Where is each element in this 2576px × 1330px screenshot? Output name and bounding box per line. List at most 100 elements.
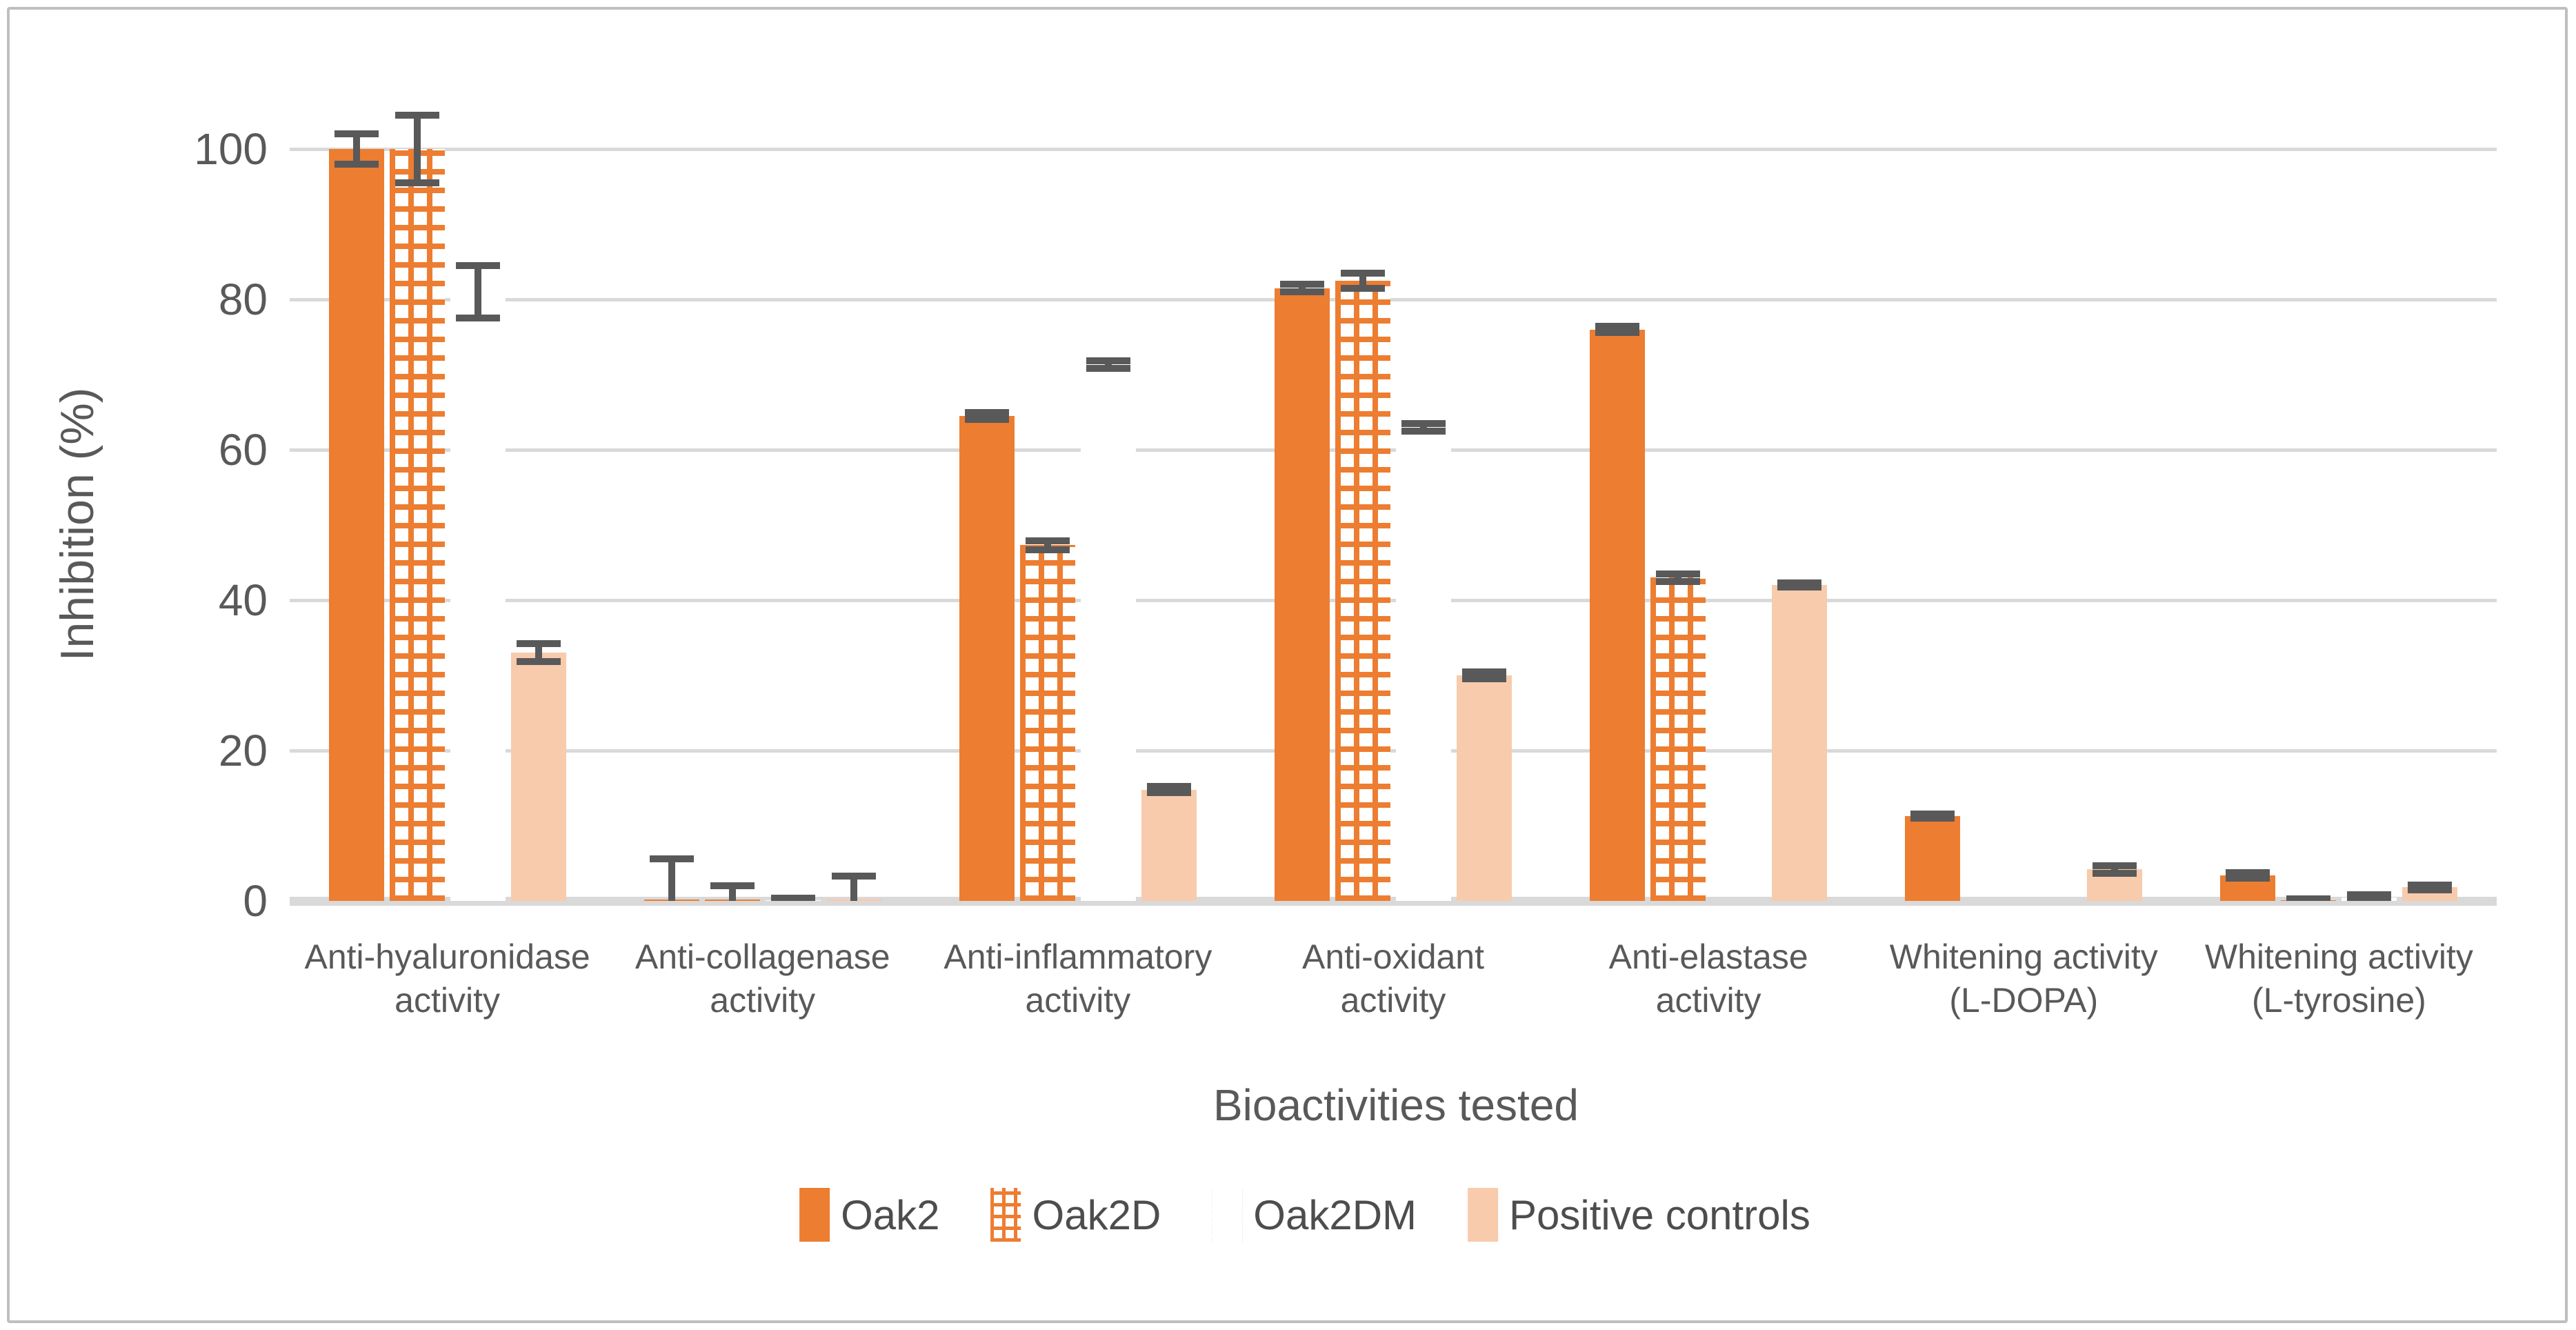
gridline-80 <box>290 298 2497 301</box>
error-cap-oak2d-anti-collagenase <box>710 882 755 890</box>
error-cap-oak2-anti-hyaluronidase <box>334 130 379 138</box>
error-bar-oak2d-anti-elastase <box>1675 573 1682 582</box>
bar-positive-anti-hyaluronidase <box>510 653 566 901</box>
legend-item-oak2dm: Oak2DM <box>1212 1188 1417 1242</box>
bar-oak2-anti-hyaluronidase <box>328 149 384 901</box>
error-cap-oak2dm-whitening-l-tyrosine <box>2347 891 2392 899</box>
error-bar-oak2dm-anti-oxidant <box>1420 423 1427 431</box>
error-bar-oak2d-anti-collagenase <box>728 886 736 901</box>
x-category-label-anti-hyaluronidase: Anti-hyaluronidase activity <box>304 937 590 1020</box>
error-cap-oak2d-anti-inflammatory <box>1025 546 1070 553</box>
legend-label-oak2: Oak2 <box>841 1191 940 1238</box>
legend: Oak2 Oak2D Oak2DM Positive controls <box>799 1188 1810 1242</box>
error-cap-oak2dm-anti-collagenase <box>770 899 815 901</box>
error-bar-oak2-anti-hyaluronidase <box>352 134 360 164</box>
error-cap-positive-anti-oxidant <box>1462 675 1506 683</box>
error-cap-oak2d-whitening-l-tyrosine <box>2286 897 2331 901</box>
error-bar-oak2d-anti-oxidant <box>1359 272 1366 288</box>
error-cap-oak2-anti-inflammatory <box>964 416 1009 424</box>
x-category-label-anti-inflammatory: Anti-inflammatory activity <box>943 937 1212 1020</box>
error-cap-positive-whitening-l-dopa <box>2093 862 2137 869</box>
legend-label-oak2dm: Oak2DM <box>1253 1191 1417 1238</box>
error-cap-oak2-anti-elastase <box>1595 328 1640 336</box>
legend-item-oak2: Oak2 <box>799 1188 940 1242</box>
bar-oak2dm-anti-inflammatory <box>1080 364 1136 901</box>
error-cap-positive-anti-elastase <box>1777 579 1822 586</box>
error-bar-positive-anti-collagenase <box>850 876 857 901</box>
error-cap-oak2dm-anti-inflammatory <box>1086 357 1130 365</box>
bar-oak2dm-anti-hyaluronidase <box>450 292 506 901</box>
error-cap-positive-anti-inflammatory <box>1146 789 1191 797</box>
error-bar-oak2-anti-oxidant <box>1299 284 1306 292</box>
error-cap-oak2-whitening-l-dopa <box>1910 810 1955 817</box>
error-bar-positive-anti-hyaluronidase <box>535 644 542 662</box>
gridline-60 <box>290 448 2497 452</box>
bar-oak2d-anti-hyaluronidase <box>389 149 445 901</box>
legend-swatch-oak2 <box>799 1188 830 1242</box>
figure-border <box>7 7 2568 1323</box>
gridline-100 <box>290 148 2497 151</box>
legend-swatch-oak2d <box>990 1188 1021 1242</box>
error-cap-oak2dm-anti-hyaluronidase <box>455 261 500 269</box>
error-bar-oak2-anti-collagenase <box>668 858 675 901</box>
error-cap-positive-anti-hyaluronidase <box>516 658 561 666</box>
y-tick-label-40: 40 <box>218 575 268 625</box>
error-cap-oak2-whitening-l-tyrosine <box>2226 869 2270 876</box>
bar-oak2-anti-inflammatory <box>959 415 1015 901</box>
bar-oak2dm-anti-oxidant <box>1396 427 1451 901</box>
error-cap-positive-whitening-l-tyrosine <box>2408 886 2453 893</box>
plot-area <box>290 69 2497 901</box>
error-cap-positive-anti-inflammatory <box>1146 783 1191 791</box>
error-cap-positive-whitening-l-tyrosine <box>2408 882 2453 889</box>
legend-label-oak2d: Oak2D <box>1032 1191 1161 1238</box>
y-tick-label-60: 60 <box>218 425 268 475</box>
error-cap-positive-anti-collagenase <box>831 873 876 880</box>
bar-oak2-anti-oxidant <box>1275 288 1330 901</box>
error-cap-oak2-anti-inflammatory <box>964 408 1009 416</box>
error-cap-oak2dm-anti-oxidant <box>1401 419 1446 427</box>
error-cap-oak2-whitening-l-tyrosine <box>2226 875 2270 882</box>
bar-positive-anti-inflammatory <box>1141 789 1197 901</box>
error-cap-oak2d-anti-elastase <box>1656 577 1701 585</box>
error-bar-oak2dm-anti-hyaluronidase <box>474 265 481 319</box>
legend-item-oak2d: Oak2D <box>990 1188 1161 1242</box>
error-bar-positive-whitening-l-dopa <box>2111 865 2119 873</box>
error-cap-oak2d-anti-inflammatory <box>1025 537 1070 544</box>
error-cap-oak2-whitening-l-dopa <box>1910 815 1955 822</box>
legend-swatch-positive <box>1468 1188 1499 1242</box>
bar-oak2-anti-elastase <box>1590 329 1646 901</box>
y-tick-label-80: 80 <box>218 275 268 324</box>
y-axis-title: Inhibition (%) <box>51 387 103 662</box>
y-tick-label-0: 0 <box>243 876 268 926</box>
x-category-label-whitening-l-dopa: Whitening activity (L-DOPA) <box>1889 937 2158 1020</box>
x-category-label-whitening-l-tyrosine: Whitening activity (L-tyrosine) <box>2204 937 2473 1020</box>
error-bar-positive-anti-oxidant <box>1481 671 1488 679</box>
error-cap-oak2d-anti-oxidant <box>1341 269 1385 277</box>
gridline-40 <box>290 599 2497 602</box>
error-cap-positive-anti-hyaluronidase <box>516 640 561 648</box>
error-cap-oak2dm-whitening-l-tyrosine <box>2347 895 2392 901</box>
error-cap-oak2dm-anti-inflammatory <box>1086 365 1130 373</box>
gridline-20 <box>290 749 2497 753</box>
legend-label-positive: Positive controls <box>1509 1191 1810 1238</box>
legend-swatch-oak2dm <box>1212 1188 1243 1242</box>
error-cap-oak2dm-anti-oxidant <box>1401 427 1446 435</box>
error-cap-positive-anti-elastase <box>1777 584 1822 591</box>
y-tick-label-100: 100 <box>194 124 268 174</box>
error-bar-oak2-anti-inflammatory <box>983 412 990 420</box>
error-cap-oak2-anti-oxidant <box>1280 281 1324 288</box>
legend-item-positive: Positive controls <box>1468 1188 1810 1242</box>
error-cap-oak2d-anti-hyaluronidase <box>395 111 439 119</box>
error-cap-oak2-anti-elastase <box>1595 323 1640 330</box>
error-cap-oak2d-anti-hyaluronidase <box>395 179 439 187</box>
bar-oak2d-anti-inflammatory <box>1019 545 1075 901</box>
bar-positive-anti-elastase <box>1772 585 1828 901</box>
error-bar-oak2dm-anti-inflammatory <box>1104 361 1112 369</box>
error-cap-oak2d-anti-oxidant <box>1341 284 1385 292</box>
bar-oak2d-anti-oxidant <box>1335 280 1390 901</box>
error-cap-oak2d-anti-elastase <box>1656 570 1701 577</box>
bar-positive-anti-oxidant <box>1457 675 1512 901</box>
x-category-label-anti-oxidant: Anti-oxidant activity <box>1301 937 1485 1020</box>
y-tick-label-20: 20 <box>218 726 268 775</box>
